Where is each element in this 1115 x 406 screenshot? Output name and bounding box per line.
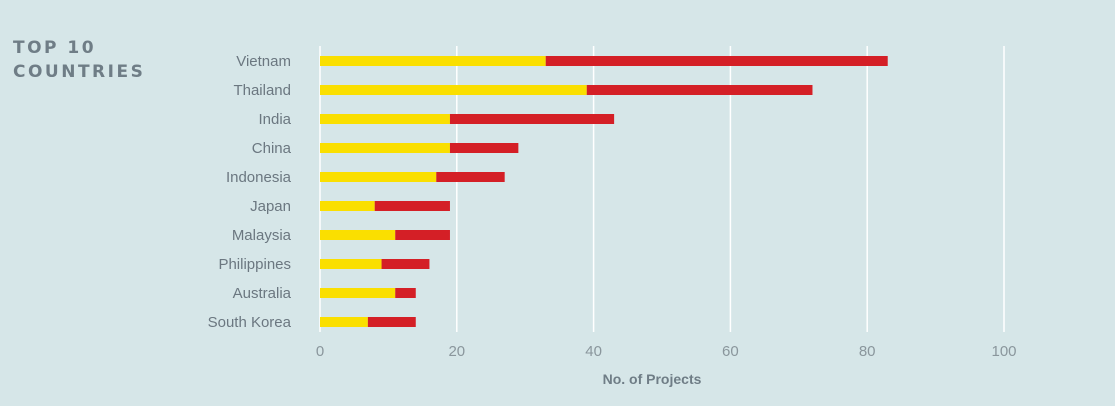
category-label-japan: Japan [250, 198, 291, 215]
category-label-australia: Australia [233, 285, 292, 302]
bar-thailand-segment-2 [586, 85, 813, 95]
category-label-philippines: Philippines [218, 256, 291, 273]
bar-india-segment-1 [320, 114, 450, 124]
category-label-malaysia: Malaysia [232, 227, 292, 244]
x-tick-label-60: 60 [722, 343, 739, 360]
x-tick-label-0: 0 [316, 343, 324, 360]
bar-south-korea-segment-2 [367, 317, 416, 327]
chart-title-line-2: COUNTRIES [13, 62, 146, 82]
category-label-china: China [252, 140, 292, 157]
x-tick-label-20: 20 [448, 343, 465, 360]
bar-india-segment-2 [449, 114, 615, 124]
x-tick-label-40: 40 [585, 343, 602, 360]
x-tick-label-100: 100 [991, 343, 1016, 360]
bar-china-segment-2 [449, 143, 519, 153]
x-tick-labels: 0 20 40 60 80 100 [316, 343, 1017, 360]
bar-indonesia-segment-2 [436, 172, 505, 182]
category-label-south-korea: South Korea [208, 314, 292, 331]
bar-indonesia-segment-1 [320, 172, 437, 182]
bar-japan-segment-1 [320, 201, 375, 211]
category-label-indonesia: Indonesia [226, 169, 292, 186]
category-labels: Vietnam Thailand India China Indonesia Japan M… [208, 53, 292, 331]
bar-philippines-segment-1 [320, 259, 382, 269]
chart-title-line-1: TOP 10 [13, 38, 97, 58]
x-axis-title: No. of Projects [603, 371, 702, 387]
bar-malaysia-segment-1 [320, 230, 396, 240]
category-label-india: India [258, 111, 291, 128]
bar-malaysia-segment-2 [395, 230, 450, 240]
category-label-thailand: Thailand [233, 82, 291, 99]
bar-china-segment-1 [320, 143, 450, 153]
bars [320, 56, 888, 327]
bar-thailand-segment-1 [320, 85, 587, 95]
bar-australia-segment-1 [320, 288, 396, 298]
bar-south-korea-segment-1 [320, 317, 368, 327]
bar-vietnam-segment-2 [545, 56, 888, 66]
x-tick-label-80: 80 [859, 343, 876, 360]
category-label-vietnam: Vietnam [236, 53, 291, 70]
bar-vietnam-segment-1 [320, 56, 546, 66]
bar-japan-segment-2 [374, 201, 450, 211]
bar-australia-segment-2 [395, 288, 416, 298]
chart-title: TOP 10 COUNTRIES [13, 36, 145, 84]
bar-philippines-segment-2 [381, 259, 430, 269]
